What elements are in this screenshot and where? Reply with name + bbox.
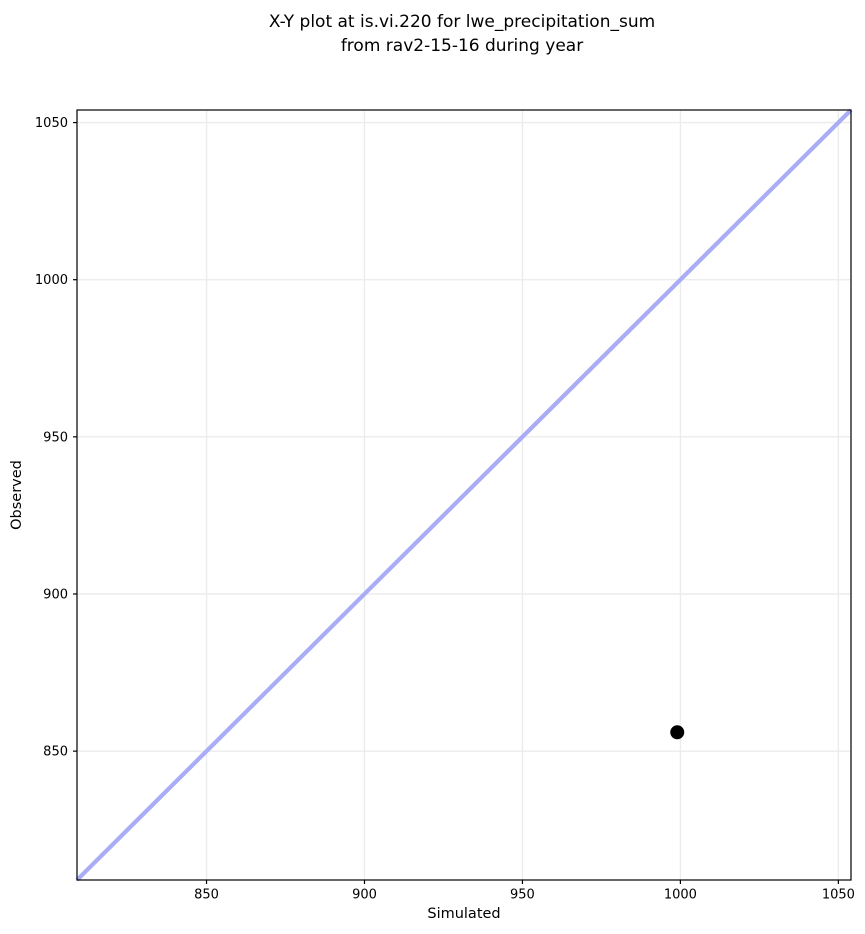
tick-layer: 850 900 950 1000 1050 850 900 950 1000 1050: [35, 116, 855, 902]
chart-title: X-Y plot at is.vi.220 for lwe_precipitat…: [269, 10, 655, 58]
chart-title-line2: from rav2-15-16 during year: [340, 36, 584, 56]
y-tick-label-900: 900: [43, 588, 68, 603]
y-tick-label-850: 850: [43, 745, 68, 760]
y-tick-label-1000: 1000: [35, 273, 68, 288]
plot-border: [76, 109, 852, 881]
chart-title-line1: X-Y plot at is.vi.220 for lwe_precipitat…: [268, 12, 656, 32]
x-tick-label-1000: 1000: [664, 888, 697, 903]
x-tick-label-950: 950: [510, 888, 535, 903]
identity-line: [75, 108, 853, 882]
x-tick-label-1050: 1050: [822, 888, 855, 903]
x-tick-label-900: 900: [352, 888, 377, 903]
y-tick-label-1050: 1050: [35, 116, 68, 131]
y-axis-label: Observed: [9, 460, 25, 530]
x-axis-label: Simulated: [427, 906, 500, 922]
data-point-0: [670, 725, 685, 740]
y-tick-label-950: 950: [43, 430, 68, 445]
grid-layer: [77, 110, 851, 880]
x-tick-label-850: 850: [194, 888, 219, 903]
series-layer: [75, 108, 853, 882]
